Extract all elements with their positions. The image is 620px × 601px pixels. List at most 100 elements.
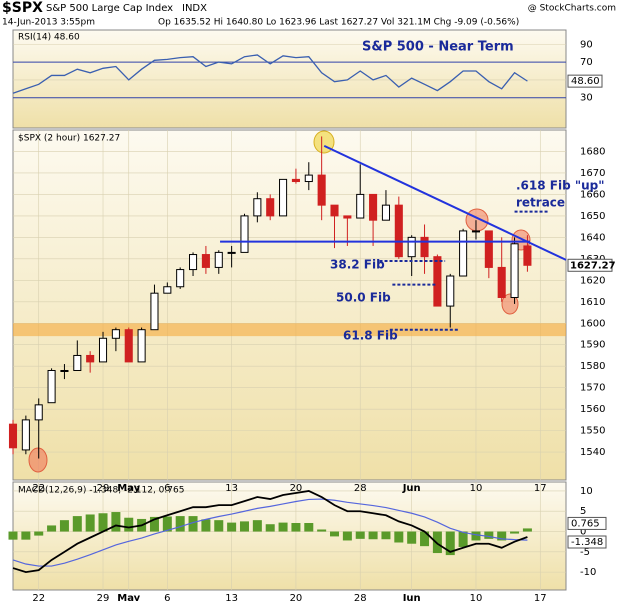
candle-body — [86, 354, 95, 363]
y-tick-label: 1550 — [580, 426, 605, 437]
x-tick-label: 13 — [225, 593, 238, 601]
histogram-bar — [407, 531, 417, 544]
candle-body — [34, 404, 43, 421]
last-label: 1627.27 — [570, 260, 616, 271]
histogram-bar — [265, 524, 275, 532]
histogram-bar — [394, 531, 404, 543]
x-tick-label: Jun — [402, 593, 421, 601]
y-tick-label: 1580 — [580, 361, 605, 372]
histogram-bar — [330, 531, 340, 537]
x-tick-label: May — [117, 483, 140, 494]
rsi-panel — [12, 29, 567, 129]
price-label: $SPX (2 hour) 1627.27 — [18, 134, 120, 144]
histogram-bar — [317, 529, 327, 532]
candle-body — [111, 329, 120, 339]
index-name: S&P 500 Large Cap Index — [46, 3, 173, 14]
panel-title: S&P 500 - Near Term — [362, 40, 514, 55]
x-tick-label: 20 — [290, 593, 303, 601]
price-panel — [12, 129, 567, 481]
histogram-bar — [381, 531, 391, 540]
x-tick-label: 29 — [97, 483, 110, 494]
histogram-bar — [420, 531, 430, 547]
last-box — [567, 74, 603, 88]
histogram-bar — [21, 531, 31, 540]
y-tick-label: 1610 — [580, 297, 605, 308]
candle-body — [381, 204, 390, 221]
histogram-bar — [124, 517, 134, 532]
candle-body — [523, 245, 532, 266]
histogram-bar — [445, 531, 455, 556]
candle-body — [189, 254, 198, 271]
y-tick-label: 1650 — [580, 211, 605, 222]
highlight — [465, 208, 489, 232]
candle-body — [98, 337, 108, 363]
y-tick-label: 1570 — [580, 383, 605, 394]
x-tick-label: 20 — [290, 483, 303, 494]
histogram-bar — [368, 531, 378, 540]
last-box — [567, 535, 607, 549]
histogram-bar — [85, 514, 95, 532]
histogram-bar — [59, 520, 69, 532]
histogram-bar — [291, 523, 301, 532]
y-tick-label: 1670 — [580, 168, 605, 179]
histogram-bar — [484, 531, 494, 539]
y-tick-label: 5 — [580, 506, 586, 517]
date: 14-Jun-2013 3:55pm — [2, 18, 95, 28]
candle-body — [369, 193, 378, 221]
annotation: retrace — [516, 196, 565, 210]
histogram-bar — [239, 521, 249, 532]
highlights — [28, 130, 531, 473]
candle-body — [471, 230, 481, 233]
y-tick-label: -10 — [580, 567, 596, 578]
histogram-bar — [175, 516, 185, 532]
support-zone — [13, 323, 566, 337]
candle-body — [394, 204, 403, 258]
histogram-bar — [98, 513, 108, 532]
macd-label: MACD(12,26,9) -1.348, -2.112, 0.765 — [18, 486, 184, 496]
candle-body — [150, 292, 159, 331]
y-tick-label: 90 — [580, 39, 593, 50]
histogram-bar — [522, 528, 532, 532]
candle-body — [163, 286, 172, 294]
x-tick-label: 22 — [32, 483, 45, 494]
annotation: 38.2 Fib — [330, 258, 385, 272]
x-tick-label: 10 — [470, 483, 483, 494]
trend-line — [323, 144, 567, 261]
candle-body — [497, 266, 506, 298]
histogram-bar — [72, 516, 82, 532]
y-tick-label: 1640 — [580, 232, 605, 243]
rsi-label: RSI(14) 48.60 — [18, 33, 80, 43]
highlight — [28, 447, 48, 473]
candle-body — [227, 251, 236, 254]
candle-body — [214, 251, 223, 268]
candle-body — [8, 423, 18, 449]
histogram-bar — [201, 519, 211, 532]
y-tick-label: 1620 — [580, 275, 605, 286]
histogram-bar — [497, 531, 507, 541]
candle-body — [291, 178, 300, 183]
x-tick-label: 28 — [354, 483, 367, 494]
histogram-bar — [227, 522, 237, 532]
last-label: 48.60 — [571, 76, 600, 87]
candle-body — [21, 419, 30, 451]
highlight — [501, 293, 519, 315]
macd-line — [12, 489, 528, 574]
x-tick-label: 13 — [225, 483, 238, 494]
annotation: 50.0 Fib — [336, 291, 391, 305]
last-box — [567, 258, 613, 272]
candle-body — [446, 275, 455, 307]
y-tick-label: -5 — [580, 547, 590, 558]
histogram-bar — [149, 516, 159, 532]
candle-body — [510, 243, 519, 298]
histogram-bar — [34, 531, 44, 536]
candle-body — [407, 236, 416, 258]
x-tick-label: 17 — [534, 483, 547, 494]
histogram-bar — [252, 520, 262, 532]
x-tick-label: Jun — [402, 483, 421, 494]
histogram-bar — [188, 516, 198, 532]
histogram-bar — [162, 516, 172, 532]
candle-body — [201, 254, 210, 268]
candle-body — [330, 204, 339, 217]
candle-body — [240, 215, 249, 253]
signal-line — [12, 498, 528, 567]
